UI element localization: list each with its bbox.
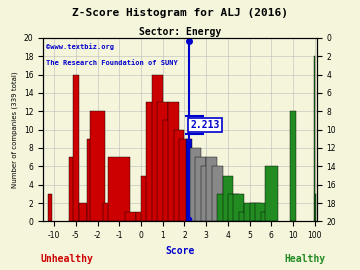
Bar	[212, 166, 222, 221]
Bar	[157, 102, 168, 221]
Text: Healthy: Healthy	[285, 254, 326, 264]
Bar	[315, 194, 316, 221]
Bar	[233, 194, 244, 221]
Bar	[103, 203, 114, 221]
Bar	[186, 139, 192, 221]
Bar	[141, 176, 152, 221]
Bar	[163, 120, 174, 221]
Bar	[168, 102, 179, 221]
Bar	[73, 75, 79, 221]
Bar	[222, 176, 233, 221]
Bar	[179, 139, 190, 221]
Y-axis label: Number of companies (339 total): Number of companies (339 total)	[12, 71, 18, 188]
Bar	[69, 157, 74, 221]
X-axis label: Score: Score	[165, 246, 195, 256]
Bar	[108, 157, 130, 221]
Bar	[206, 157, 217, 221]
Bar	[244, 203, 255, 221]
Text: Z-Score Histogram for ALJ (2016): Z-Score Histogram for ALJ (2016)	[72, 8, 288, 18]
Text: The Research Foundation of SUNY: The Research Foundation of SUNY	[46, 60, 178, 66]
Text: Sector: Energy: Sector: Energy	[139, 27, 221, 37]
Bar	[90, 111, 105, 221]
Bar	[195, 157, 206, 221]
Bar	[239, 212, 250, 221]
Text: ©www.textbiz.org: ©www.textbiz.org	[46, 43, 114, 50]
Bar	[136, 212, 147, 221]
Bar	[261, 212, 271, 221]
Bar	[250, 203, 261, 221]
Bar	[228, 194, 239, 221]
Bar	[201, 166, 212, 221]
Bar	[80, 203, 87, 221]
Text: 2.213: 2.213	[190, 120, 220, 130]
Bar	[290, 111, 296, 221]
Bar	[314, 56, 315, 221]
Bar	[190, 148, 201, 221]
Bar	[87, 139, 94, 221]
Bar	[265, 166, 278, 221]
Bar	[152, 75, 163, 221]
Bar	[217, 194, 228, 221]
Bar	[174, 130, 184, 221]
Bar	[147, 102, 157, 221]
Bar	[125, 212, 136, 221]
Bar	[255, 203, 266, 221]
Bar	[48, 194, 52, 221]
Text: Unhealthy: Unhealthy	[41, 254, 94, 264]
